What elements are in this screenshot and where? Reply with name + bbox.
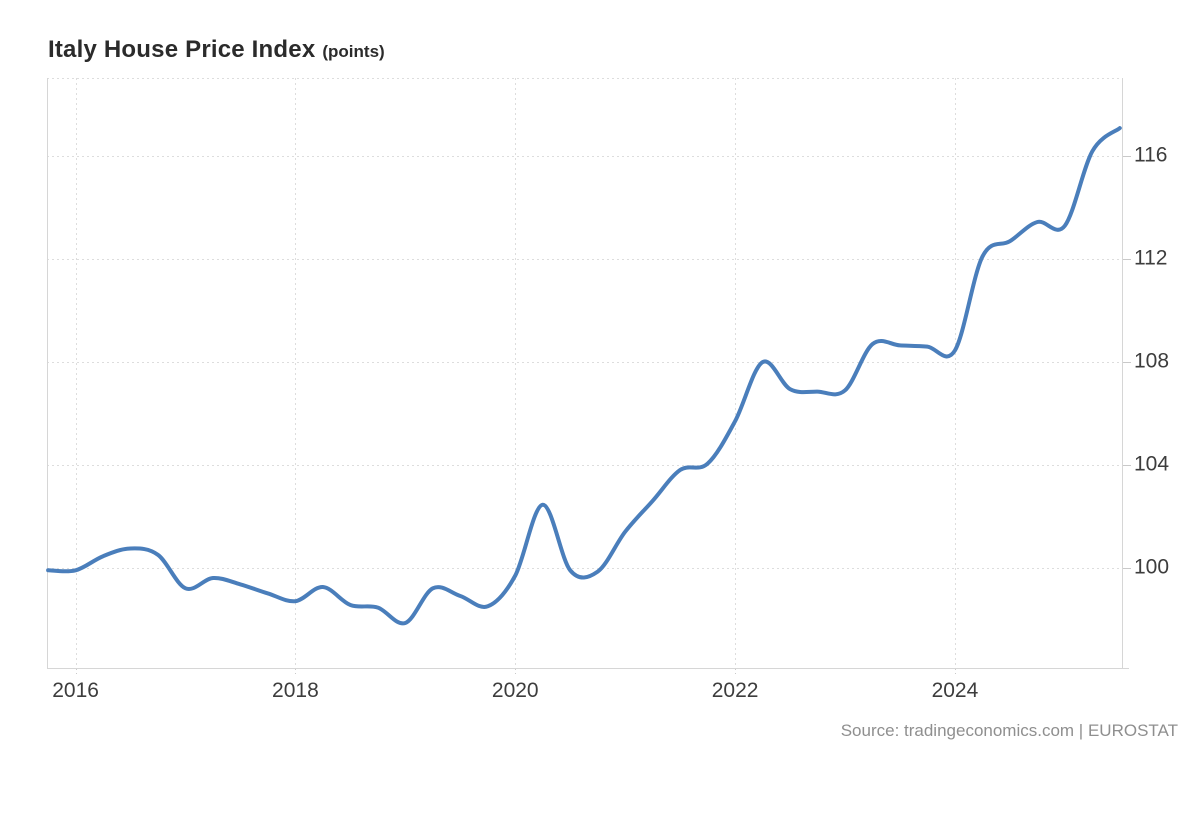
x-axis-tick-label: 2020 bbox=[491, 679, 539, 702]
source-credit: Source: tradingeconomics.com | EUROSTAT bbox=[840, 721, 1178, 740]
chart-title-text: Italy House Price Index bbox=[48, 36, 316, 63]
y-axis-tick-label: 112 bbox=[1134, 246, 1168, 270]
y-axis-tick-label: 108 bbox=[1134, 349, 1170, 373]
x-axis-tick-label: 2016 bbox=[52, 679, 99, 702]
chart-title: Italy House Price Index (points) bbox=[48, 36, 385, 64]
y-axis-tick-label: 100 bbox=[1134, 555, 1170, 579]
y-axis-tick-label: 104 bbox=[1134, 452, 1170, 476]
chart-title-units: (points) bbox=[322, 42, 385, 61]
price-index-series-line bbox=[46, 126, 1122, 626]
y-axis-tick-label: 116 bbox=[1134, 143, 1168, 167]
x-axis-tick-label: 2024 bbox=[931, 679, 979, 702]
x-axis-tick-label: 2018 bbox=[272, 679, 319, 702]
x-axis-tick-label: 2022 bbox=[711, 679, 759, 702]
